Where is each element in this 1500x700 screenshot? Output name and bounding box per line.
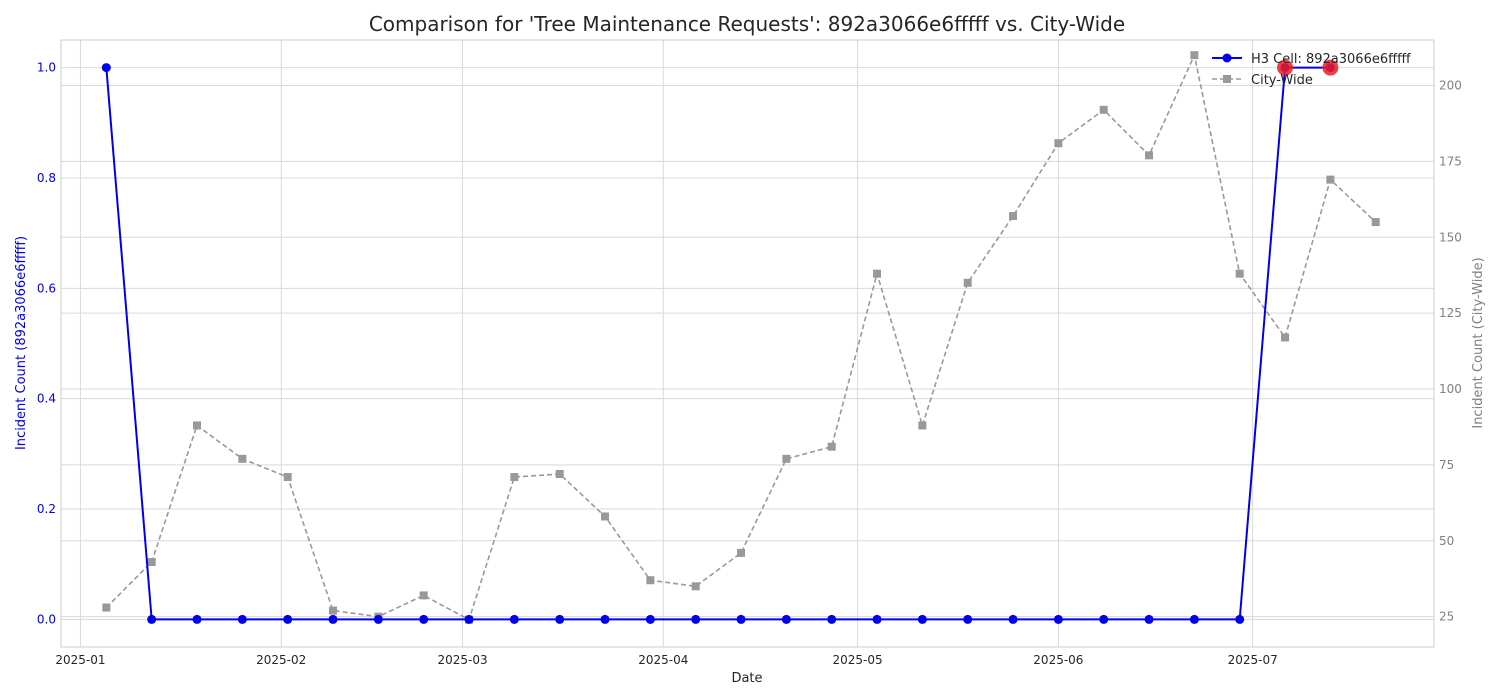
h3-cell-point [1144,614,1154,624]
h3-cell-point [192,614,202,624]
city-wide-point [329,606,338,615]
h3-cell-point [1008,614,1018,624]
city-wide-point [510,473,519,482]
city-wide-point [737,548,746,557]
h3-cell-point [600,614,610,624]
y-right-tick-label: 200 [1439,79,1462,93]
y-right-tick-label: 50 [1439,534,1454,548]
city-wide-point [782,454,791,463]
h3-cell-point [645,614,655,624]
grid [61,40,1434,647]
h3-cell-point [237,614,247,624]
city-wide-point [873,269,882,278]
city-wide-point [646,576,655,585]
y-right-tick-label: 125 [1439,306,1462,320]
city-wide-point [1145,151,1154,160]
x-tick-label: 2025-02 [256,653,306,667]
legend-swatch-city-marker [1223,75,1231,83]
h3-cell-point [419,614,429,624]
y-left-tick-label: 0.6 [37,281,56,295]
legend-swatch-cell-marker [1222,53,1232,63]
city-wide-point [1326,175,1335,184]
city-wide-point [918,421,927,430]
highlight-point [1277,59,1294,76]
highlight-point [1322,59,1339,76]
city-wide-point [1371,218,1380,227]
legend-label-city: City-Wide [1251,73,1313,88]
y-right-tick-label: 150 [1439,230,1462,244]
city-wide-point [238,454,247,463]
h3-cell-point [373,614,383,624]
h3-cell-point [872,614,882,624]
city-wide-point [1009,212,1018,221]
x-tick-label: 2025-06 [1033,653,1083,667]
city-wide-point [555,470,564,479]
y-left-tick-label: 0.8 [37,171,56,185]
y-left-tick-label: 1.0 [37,61,56,75]
x-tick-label: 2025-03 [437,653,487,667]
city-wide-point [283,473,292,482]
x-tick-label: 2025-05 [833,653,883,667]
city-wide-point [193,421,202,430]
y-right-tick-label: 100 [1439,382,1462,396]
x-tick-label: 2025-07 [1228,653,1278,667]
legend-entry-cell: H3 Cell: 892a3066e6fffff [1212,52,1411,67]
x-tick-label: 2025-04 [638,653,688,667]
y-left-axis-label: Incident Count (892a3066e6fffff) [14,236,29,450]
series-line-h3-cell [105,66,1331,621]
h3-cell-point [328,614,338,624]
h3-cell-point [147,614,157,624]
city-wide-point [1054,139,1063,148]
chart-title: Comparison for 'Tree Maintenance Request… [369,12,1125,36]
city-wide-point [827,442,836,451]
h3-cell-point [1053,614,1063,624]
h3-cell-point [963,614,973,624]
legend-label-cell: H3 Cell: 892a3066e6fffff [1251,52,1411,67]
h3-cell-point [827,614,837,624]
h3-cell-point [1189,614,1199,624]
legend-entry-city: City-Wide [1212,73,1313,88]
h3-cell-point [736,614,746,624]
y-left-tick-label: 0.0 [37,612,56,626]
x-axis-label: Date [731,671,762,686]
h3-cell-point [1235,614,1245,624]
city-wide-point [102,603,111,612]
h3-cell-point [781,614,791,624]
series-line-city-wide [105,52,1377,621]
ticks-layer: 2025-01 2025-02 2025-03 2025-04 2025-05 2025-… [37,61,1462,667]
city-wide-point [691,582,700,591]
h3-cell-point [101,63,111,73]
plot-frame [60,39,1435,648]
y-left-tick-label: 0.2 [37,502,56,516]
h3-cell-point [464,614,474,624]
y-right-tick-label: 25 [1439,610,1454,624]
city-wide-point [1099,105,1108,114]
h3-cell-point [555,614,565,624]
y-right-axis-label: Incident Count (City-Wide) [1471,257,1486,428]
h3-cell-point [691,614,701,624]
series-layer [101,51,1380,624]
h3-cell-point [1099,614,1109,624]
city-wide-point [1281,333,1290,342]
h3-cell-point [283,614,293,624]
city-wide-point [601,512,610,521]
y-right-tick-label: 175 [1439,154,1462,168]
legend: H3 Cell: 892a3066e6fffff City-Wide [1212,52,1411,88]
city-wide-point [419,591,428,600]
h3-cell-point [509,614,519,624]
city-wide-point [1235,269,1244,278]
x-tick-label: 2025-01 [55,653,105,667]
h3-cell-point [917,614,927,624]
city-wide-point [147,558,156,567]
y-right-tick-label: 75 [1439,458,1454,472]
city-wide-point [963,278,972,287]
y-left-tick-label: 0.4 [37,392,56,406]
city-wide-point [1190,51,1199,60]
